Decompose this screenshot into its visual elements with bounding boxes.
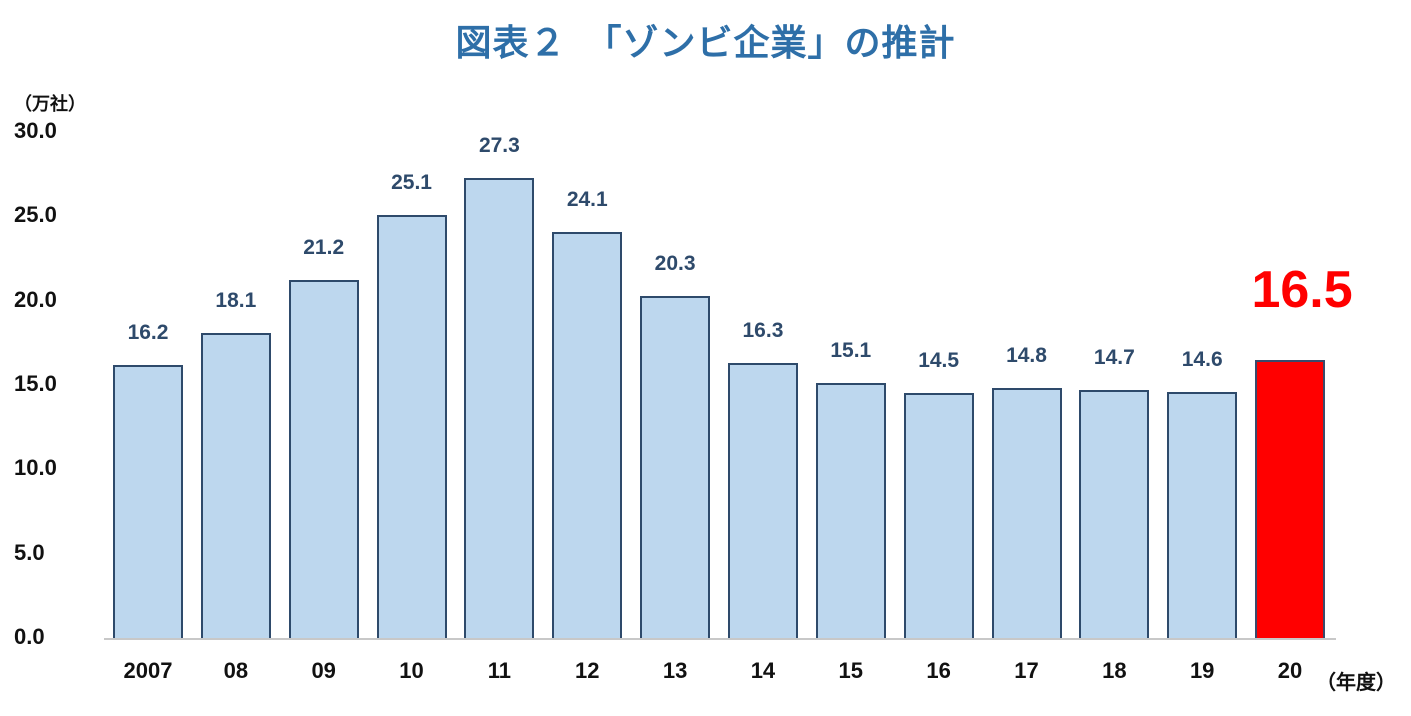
bar [200,332,271,638]
x-tick-label: 20 [1277,658,1303,683]
y-tick-label: 20.0 [14,286,57,312]
x-tick-label: 08 [223,658,249,683]
bar-highlighted [1255,359,1326,638]
x-tick-label: 18 [1102,658,1127,683]
x-tick-label: 17 [1014,658,1039,683]
x-tick-label: 16 [926,658,951,683]
y-tick-label: 5.0 [14,539,45,565]
bar [113,364,183,638]
y-tick-label: 10.0 [14,455,57,481]
bar-value-label: 20.3 [654,251,696,275]
bar-value-label: 14.6 [1181,347,1223,371]
x-tick-label: 15 [838,658,864,683]
x-tick-label: 10 [399,658,424,683]
bar-value-label: 18.1 [215,288,257,312]
bar [1167,391,1238,638]
bar [288,280,359,638]
x-tick-label: 2007 [123,658,173,683]
x-tick-label: 09 [311,658,336,683]
y-tick-label: 15.0 [14,371,57,396]
bar [376,214,447,638]
bar-value-label: 14.7 [1093,346,1135,370]
bar [1079,390,1150,638]
bar-value-label: 16.3 [742,319,784,343]
bar-value-label: 25.1 [391,170,432,194]
x-tick-label: 14 [750,658,776,683]
bar [991,388,1062,638]
x-axis-unit-label: （年度） [1316,670,1396,694]
bar-value-label: 27.3 [478,133,520,157]
x-tick-label: 11 [487,658,512,683]
x-tick-label: 12 [575,658,600,683]
bar-value-label: 14.5 [918,349,960,373]
bar-value-label: 14.8 [1006,344,1047,368]
bar [727,363,798,638]
bar-value-label: 21.2 [303,236,345,260]
bar [815,383,886,638]
x-tick-label: 19 [1189,658,1215,683]
y-tick-label: 25.0 [14,202,57,228]
y-tick-label: 30.0 [14,118,57,143]
y-axis-unit-label: （万社） [14,94,86,115]
x-tick-label: 13 [662,658,688,683]
bar [464,177,535,638]
chart-title: 図表２ 「ゾンビ企業」の推計 [455,23,956,64]
bar-value-label: 24.1 [566,187,608,211]
bar-value-label: 16.2 [127,320,169,344]
bar-value-label: 16.5 [1251,260,1353,319]
bar-value-label: 15.1 [830,339,872,363]
bar [552,231,623,638]
x-axis-line [104,638,1336,640]
bar [640,295,711,638]
y-tick-label: 0.0 [14,624,45,649]
bar [903,393,974,638]
